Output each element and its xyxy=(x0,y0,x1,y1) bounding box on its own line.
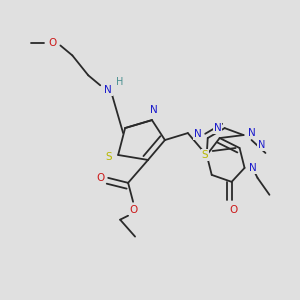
Text: N: N xyxy=(214,123,222,133)
Text: S: S xyxy=(201,150,208,160)
Text: N: N xyxy=(104,85,112,95)
Text: S: S xyxy=(105,152,112,162)
Text: O: O xyxy=(129,205,137,215)
Text: N: N xyxy=(150,105,158,115)
Text: N: N xyxy=(249,163,256,173)
Text: N: N xyxy=(258,140,265,150)
Text: O: O xyxy=(48,38,57,47)
Text: N: N xyxy=(194,129,202,139)
Text: N: N xyxy=(248,128,255,138)
Text: H: H xyxy=(116,77,124,87)
Text: O: O xyxy=(96,173,104,183)
Text: O: O xyxy=(230,205,238,215)
